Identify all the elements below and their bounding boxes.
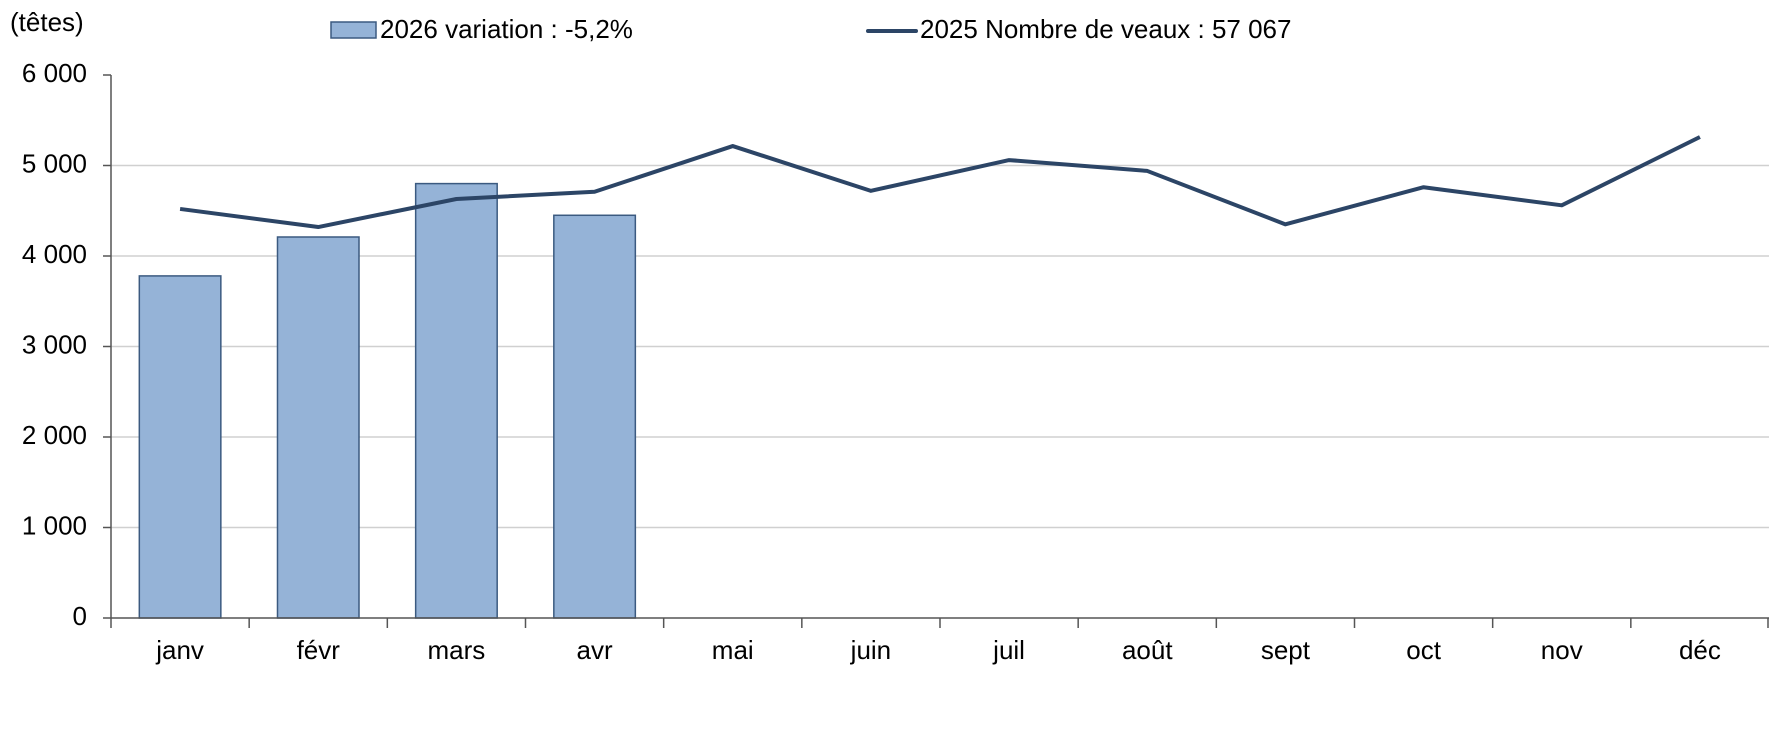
x-tick-label: mars [428,635,486,665]
legend-swatch [330,21,377,39]
x-tick-label: juil [992,635,1025,665]
y-tick-label: 3 000 [22,329,87,359]
x-tick-label: juin [850,635,891,665]
x-tick-label: févr [297,635,341,665]
x-tick-label: août [1122,635,1173,665]
bar [414,182,498,619]
y-tick-label: 6 000 [22,58,87,88]
legend-label: 2026 variation : -5,2% [380,14,633,44]
bar [138,275,222,619]
y-tick-label: 2 000 [22,420,87,450]
legend-label: 2025 Nombre de veaux : 57 067 [920,14,1291,44]
x-tick-label: déc [1679,635,1721,665]
bar [553,214,637,619]
x-tick-label: nov [1541,635,1583,665]
line [179,135,1701,230]
x-tick-label: mai [712,635,754,665]
y-tick-label: 0 [73,601,87,631]
x-tick-label: sept [1261,635,1311,665]
x-tick-label: oct [1406,635,1441,665]
unit-label: (têtes) [10,7,84,37]
y-tick-label: 1 000 [22,510,87,540]
x-tick-label: avr [577,635,613,665]
bar [276,236,360,619]
y-tick-label: 5 000 [22,148,87,178]
x-tick-label: janv [155,635,204,665]
y-tick-label: 4 000 [22,239,87,269]
